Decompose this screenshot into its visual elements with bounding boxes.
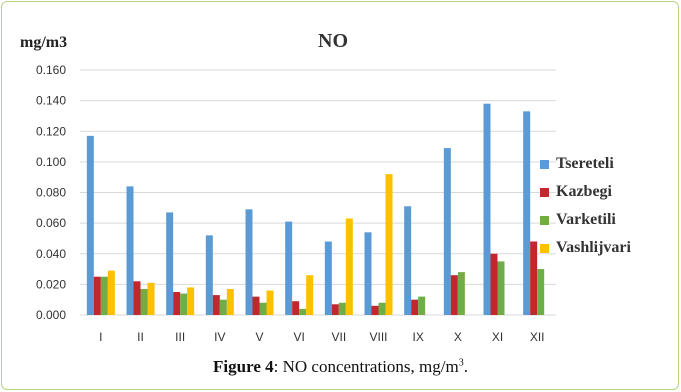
y-tick-label: 0.020	[36, 277, 66, 291]
y-tick-label: 0.060	[36, 216, 66, 230]
x-tick-label: XII	[530, 330, 545, 344]
bar-kazbegi-vii	[331, 304, 339, 315]
y-tick-label: 0.160	[36, 63, 66, 77]
bar-kazbegi-xii	[530, 241, 538, 315]
bar-kazbegi-xi	[490, 253, 498, 315]
caption-text: NO concentrations, mg/m	[282, 357, 459, 376]
bar-tsereteli-xii	[523, 111, 531, 315]
bar-varketili-iv	[219, 299, 227, 315]
bar-varketili-x	[457, 272, 465, 315]
y-tick-label: 0.120	[36, 124, 66, 138]
bar-kazbegi-v	[252, 296, 260, 315]
legend-swatch-vashlijvari	[540, 243, 549, 253]
legend: Tsereteli Kazbegi Varketili Vashlijvari	[540, 150, 631, 262]
bar-vashlijvari-vi	[306, 275, 314, 315]
legend-swatch-varketili	[540, 215, 549, 225]
bar-vashlijvari-vii	[345, 218, 353, 315]
bar-tsereteli-vii	[324, 241, 332, 315]
bar-tsereteli-ix	[404, 206, 412, 315]
bar-kazbegi-iv	[212, 295, 220, 315]
legend-item-varketili: Varketili	[540, 206, 631, 234]
legend-item-tsereteli: Tsereteli	[540, 150, 631, 178]
y-tick-label: 0.140	[36, 94, 66, 108]
bar-varketili-xi	[497, 261, 505, 315]
x-tick-label: VIII	[369, 330, 387, 344]
bar-kazbegi-i	[93, 276, 101, 315]
y-tick-label: 0.000	[36, 308, 66, 322]
bar-tsereteli-xi	[483, 103, 491, 315]
legend-label-varketili: Varketili	[556, 211, 616, 228]
bar-kazbegi-ix	[411, 299, 419, 315]
x-tick-label: VI	[293, 330, 304, 344]
bar-vashlijvari-ii	[147, 282, 155, 315]
x-tick-label: III	[175, 330, 185, 344]
caption-separator: :	[273, 357, 283, 376]
bar-varketili-viii	[378, 302, 386, 315]
x-tick-label: X	[454, 330, 462, 344]
legend-label-tsereteli: Tsereteli	[556, 155, 614, 172]
x-tick-label: I	[99, 330, 102, 344]
legend-item-vashlijvari: Vashlijvari	[540, 234, 631, 262]
bar-tsereteli-ii	[126, 186, 134, 315]
x-tick-label: V	[255, 330, 263, 344]
bar-varketili-ii	[140, 288, 148, 315]
bar-vashlijvari-viii	[385, 174, 393, 315]
bar-varketili-ix	[418, 296, 426, 315]
bar-kazbegi-iii	[173, 292, 181, 315]
bar-tsereteli-iv	[205, 235, 213, 315]
caption-end: .	[463, 357, 468, 376]
x-tick-label: II	[137, 330, 144, 344]
legend-label-kazbegi: Kazbegi	[556, 183, 612, 200]
chart-title: NO	[318, 30, 348, 52]
y-tick-label: 0.040	[36, 247, 66, 261]
bar-tsereteli-x	[443, 148, 451, 315]
legend-swatch-tsereteli	[540, 159, 549, 169]
bar-vashlijvari-i	[107, 270, 115, 315]
bar-kazbegi-ii	[133, 281, 141, 315]
bar-varketili-v	[259, 302, 267, 315]
bar-vashlijvari-iv	[226, 288, 234, 315]
bar-tsereteli-iii	[166, 212, 174, 315]
bar-varketili-iii	[180, 293, 188, 315]
y-tick-label: 0.100	[36, 155, 66, 169]
bar-kazbegi-vi	[292, 301, 300, 315]
y-axis-label: mg/m3	[20, 34, 68, 51]
bar-tsereteli-i	[86, 135, 94, 315]
legend-item-kazbegi: Kazbegi	[540, 178, 631, 206]
bar-varketili-vii	[338, 302, 346, 315]
y-tick-label: 0.080	[36, 186, 66, 200]
caption-label: Figure 4	[213, 357, 274, 376]
caption-superscript: 3	[458, 357, 464, 369]
bar-varketili-vi	[299, 308, 307, 315]
bar-vashlijvari-v	[266, 290, 274, 315]
bar-tsereteli-viii	[364, 232, 372, 315]
legend-swatch-kazbegi	[540, 187, 549, 197]
x-tick-label: XI	[492, 330, 503, 344]
bar-tsereteli-v	[245, 209, 253, 315]
legend-label-vashlijvari: Vashlijvari	[556, 239, 631, 256]
bar-vashlijvari-iii	[187, 287, 195, 315]
x-tick-label: IX	[412, 330, 423, 344]
bar-tsereteli-vi	[285, 221, 293, 315]
bar-varketili-i	[100, 276, 108, 315]
figure-caption: Figure 4: NO concentrations, mg/m3.	[0, 357, 681, 377]
bar-kazbegi-x	[450, 275, 458, 315]
x-tick-label: VII	[331, 330, 346, 344]
bar-varketili-xii	[537, 269, 545, 315]
bar-kazbegi-viii	[371, 305, 379, 315]
x-tick-label: IV	[214, 330, 225, 344]
